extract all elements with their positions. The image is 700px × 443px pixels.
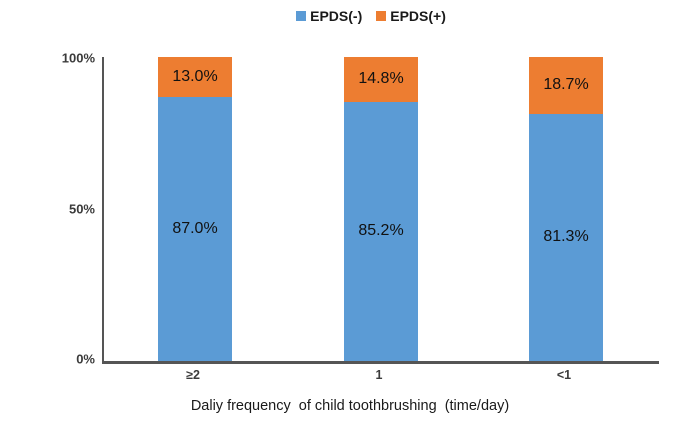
bar-ge2-segment-epds-positive: 13.0%: [158, 57, 232, 97]
data-label-epds-positive: 13.0%: [172, 67, 218, 85]
legend-item-epds-negative: EPDS(-): [296, 8, 362, 24]
y-axis-tick-0: 0%: [76, 351, 95, 367]
bar-lt1: 18.7% 81.3%: [529, 57, 603, 361]
y-axis-tick-50: 50%: [68, 201, 95, 217]
bar-lt1-segment-epds-negative: 81.3%: [529, 113, 603, 361]
legend: EPDS(-) EPDS(+): [21, 8, 700, 24]
data-label-epds-negative: 85.2%: [358, 222, 404, 240]
data-label-epds-negative: 87.0%: [172, 219, 218, 237]
x-axis-category-ge2: ≥2: [186, 368, 200, 382]
data-label-epds-positive: 14.8%: [358, 70, 404, 88]
legend-label-epds-positive: EPDS(+): [390, 8, 446, 24]
legend-item-epds-positive: EPDS(+): [376, 8, 446, 24]
legend-label-epds-negative: EPDS(-): [310, 8, 363, 24]
legend-swatch-epds-positive-icon: [376, 11, 387, 21]
bar-lt1-segment-epds-positive: 18.7%: [529, 57, 603, 114]
data-label-epds-negative: 81.3%: [543, 228, 589, 246]
bar-1-segment-epds-positive: 14.8%: [344, 57, 418, 102]
y-axis-tick-100: 100%: [61, 50, 95, 66]
bar-ge2-segment-epds-negative: 87.0%: [158, 96, 232, 361]
x-axis-title: Daliy frequency of child toothbrushing (…: [190, 398, 510, 414]
data-label-epds-positive: 18.7%: [543, 76, 589, 94]
bar-1-segment-epds-negative: 85.2%: [344, 101, 418, 361]
plot-area: 13.0% 87.0% 14.8% 85.2% 18.7% 81.3%: [102, 57, 659, 364]
x-axis-category-lt1: <1: [556, 368, 572, 382]
bar-1: 14.8% 85.2%: [344, 57, 418, 361]
legend-swatch-epds-negative-icon: [296, 11, 307, 21]
bar-ge2: 13.0% 87.0%: [158, 57, 232, 361]
x-axis-category-1: 1: [375, 368, 383, 382]
